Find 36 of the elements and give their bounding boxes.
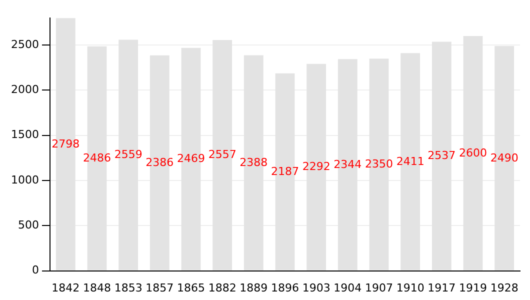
data-label: 2798 bbox=[52, 137, 80, 150]
y-tick-label: 1000 bbox=[10, 173, 39, 186]
data-label: 2386 bbox=[146, 156, 174, 169]
x-tick-label: 1853 bbox=[114, 281, 142, 294]
data-label: 2557 bbox=[208, 148, 236, 162]
data-label: 2350 bbox=[365, 158, 393, 171]
x-tick-label: 1882 bbox=[208, 281, 236, 294]
data-label: 2187 bbox=[270, 164, 299, 178]
data-label: 2600 bbox=[459, 146, 487, 160]
data-label: 2469 bbox=[176, 152, 205, 166]
data-label: 2537 bbox=[428, 149, 456, 162]
data-label: 2490 bbox=[490, 151, 518, 164]
x-tick-label: 1904 bbox=[334, 281, 362, 294]
y-tick-label: 1500 bbox=[10, 128, 39, 142]
x-tick-label: 1910 bbox=[396, 281, 424, 294]
data-label: 2411 bbox=[396, 154, 424, 168]
y-tick-label: 0 bbox=[32, 264, 39, 277]
x-tick-label: 1907 bbox=[365, 281, 393, 294]
y-tick-label: 500 bbox=[18, 218, 39, 232]
data-label: 2559 bbox=[114, 148, 142, 162]
y-tick-label: 2500 bbox=[10, 38, 39, 51]
y-tick-label: 2000 bbox=[10, 83, 39, 96]
data-label: 2292 bbox=[302, 160, 330, 174]
x-tick-label: 1842 bbox=[52, 281, 80, 294]
data-label: 2388 bbox=[240, 156, 268, 169]
x-tick-label: 1917 bbox=[428, 281, 456, 294]
x-tick-label: 1928 bbox=[490, 281, 518, 294]
x-tick-label: 1896 bbox=[270, 281, 299, 294]
x-tick-label: 1865 bbox=[176, 281, 205, 294]
x-tick-label: 1857 bbox=[146, 281, 174, 294]
x-tick-label: 1919 bbox=[459, 281, 487, 294]
x-tick-label: 1848 bbox=[82, 281, 111, 294]
data-label: 2344 bbox=[334, 158, 362, 171]
data-label: 2486 bbox=[82, 151, 111, 164]
x-tick-label: 1903 bbox=[302, 281, 330, 294]
x-tick-label: 1889 bbox=[240, 281, 268, 294]
